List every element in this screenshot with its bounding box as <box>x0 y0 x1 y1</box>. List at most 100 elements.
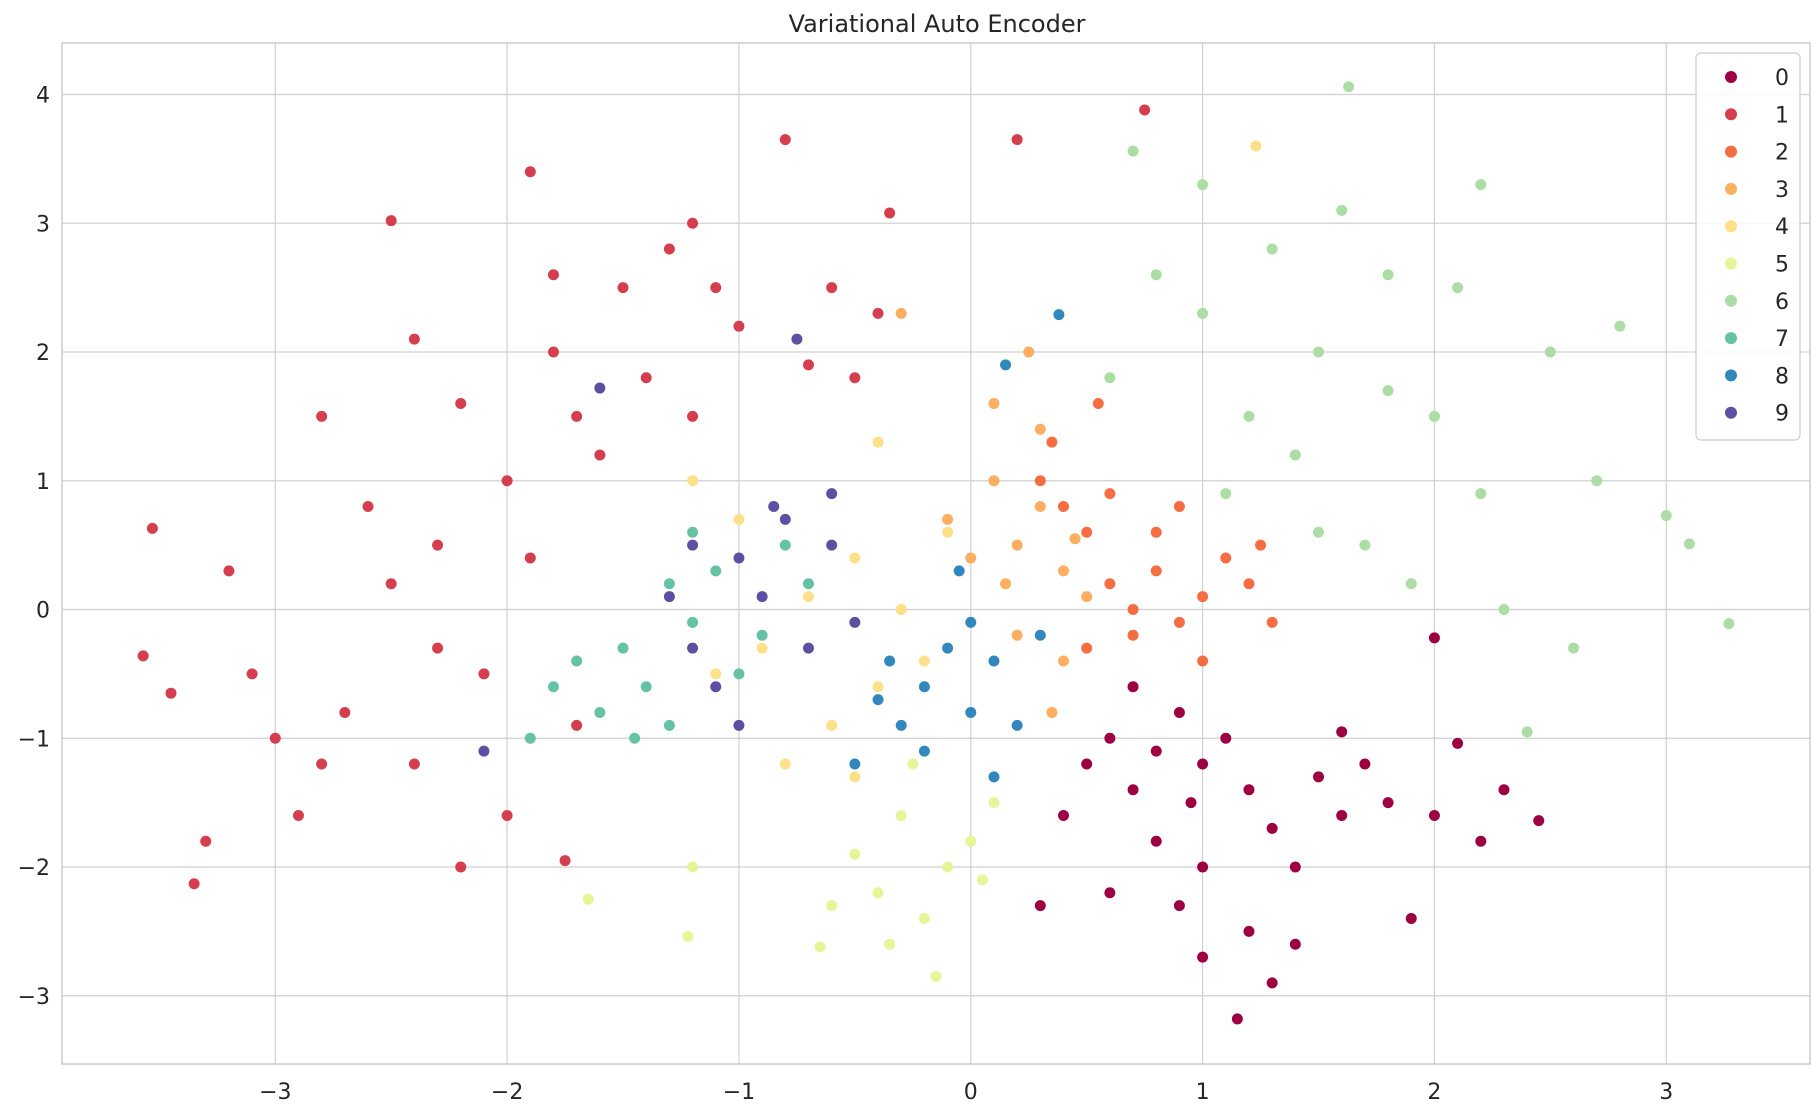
data-point-series-4 <box>710 668 722 680</box>
data-point-series-3 <box>942 513 954 525</box>
data-point-series-3 <box>1046 707 1058 719</box>
data-point-series-1 <box>455 398 467 410</box>
data-point-series-0 <box>1359 758 1371 770</box>
data-point-series-2 <box>1150 526 1162 538</box>
data-point-series-3 <box>1058 565 1070 577</box>
x-tick-label: −3 <box>259 1080 291 1105</box>
data-point-series-1 <box>269 732 281 744</box>
data-point-series-1 <box>547 269 559 281</box>
data-point-series-2 <box>1081 526 1093 538</box>
data-point-series-1 <box>362 501 374 513</box>
data-point-series-8 <box>895 719 907 731</box>
data-point-series-7 <box>663 719 675 731</box>
data-point-series-0 <box>1336 726 1348 738</box>
data-point-series-7 <box>687 616 699 628</box>
data-point-series-7 <box>802 578 814 590</box>
data-point-series-3 <box>1011 629 1023 641</box>
data-point-series-1 <box>1139 104 1151 116</box>
data-point-series-6 <box>1197 307 1209 319</box>
data-point-series-9 <box>733 552 745 564</box>
data-point-series-4 <box>756 642 768 654</box>
data-point-series-6 <box>1452 282 1464 294</box>
data-point-series-0 <box>1058 810 1070 822</box>
data-point-series-8 <box>1034 629 1046 641</box>
data-point-series-7 <box>617 642 629 654</box>
data-point-series-0 <box>1173 900 1185 912</box>
data-point-series-5 <box>872 887 884 899</box>
data-point-series-5 <box>988 797 1000 809</box>
data-point-series-0 <box>1289 861 1301 873</box>
data-point-series-1 <box>802 359 814 371</box>
data-point-series-8 <box>884 655 896 667</box>
data-point-series-0 <box>1498 784 1510 796</box>
data-point-series-0 <box>1104 887 1116 899</box>
data-point-series-4 <box>872 436 884 448</box>
data-point-series-3 <box>1034 501 1046 513</box>
data-point-series-1 <box>146 522 158 534</box>
data-point-series-1 <box>559 855 571 867</box>
data-point-series-1 <box>640 372 652 384</box>
y-tick-label: 0 <box>36 599 50 624</box>
data-point-series-0 <box>1197 861 1209 873</box>
data-point-series-0 <box>1150 835 1162 847</box>
data-point-series-8 <box>965 707 977 719</box>
data-point-series-0 <box>1231 1013 1243 1025</box>
data-point-series-6 <box>1405 578 1417 590</box>
data-point-series-1 <box>385 215 397 227</box>
data-point-series-4 <box>733 513 745 525</box>
data-point-series-6 <box>1336 204 1348 216</box>
data-point-series-7 <box>779 539 791 551</box>
data-point-series-9 <box>826 488 838 500</box>
data-point-series-1 <box>432 539 444 551</box>
data-point-series-5 <box>814 941 826 953</box>
data-point-series-9 <box>756 591 768 603</box>
data-point-series-1 <box>687 410 699 422</box>
data-point-series-3 <box>1081 591 1093 603</box>
data-point-series-8 <box>965 616 977 628</box>
legend-marker <box>1725 145 1737 158</box>
data-point-series-9 <box>478 745 490 757</box>
data-point-series-6 <box>1614 320 1626 332</box>
data-point-series-6 <box>1683 538 1695 550</box>
data-point-series-9 <box>594 382 606 394</box>
x-tick-label: 3 <box>1659 1080 1673 1105</box>
data-point-series-8 <box>988 655 1000 667</box>
data-point-series-0 <box>1104 732 1116 744</box>
data-point-series-0 <box>1034 900 1046 912</box>
x-tick-label: 2 <box>1427 1080 1441 1105</box>
data-point-series-9 <box>687 539 699 551</box>
data-point-series-7 <box>524 732 536 744</box>
data-point-series-2 <box>1197 655 1209 667</box>
data-point-series-0 <box>1243 925 1255 937</box>
data-point-series-8 <box>918 745 930 757</box>
data-point-series-5 <box>942 861 954 873</box>
data-point-series-2 <box>1046 436 1058 448</box>
data-point-series-4 <box>687 475 699 487</box>
data-point-series-3 <box>1000 578 1012 590</box>
data-point-series-8 <box>1000 359 1012 371</box>
data-point-series-0 <box>1173 707 1185 719</box>
legend-marker <box>1725 332 1737 345</box>
data-point-series-1 <box>571 410 583 422</box>
data-point-series-6 <box>1243 410 1255 422</box>
data-point-series-6 <box>1220 488 1232 500</box>
data-point-series-0 <box>1220 732 1232 744</box>
data-point-series-7 <box>547 681 559 693</box>
data-point-series-1 <box>687 217 699 229</box>
data-point-series-0 <box>1452 737 1464 749</box>
data-point-series-1 <box>137 650 149 662</box>
legend-label: 4 <box>1775 215 1789 240</box>
data-point-series-7 <box>571 655 583 667</box>
data-point-series-6 <box>1313 526 1325 538</box>
legend-marker <box>1725 220 1737 233</box>
data-point-series-2 <box>1266 616 1278 628</box>
legend-label: 5 <box>1775 253 1789 278</box>
legend-marker <box>1725 369 1737 382</box>
data-point-series-1 <box>501 475 513 487</box>
data-point-series-7 <box>710 565 722 577</box>
data-point-series-1 <box>316 758 328 770</box>
legend-marker <box>1725 71 1737 83</box>
data-point-series-2 <box>1104 488 1116 500</box>
data-point-series-1 <box>478 668 490 680</box>
data-point-series-0 <box>1475 835 1487 847</box>
